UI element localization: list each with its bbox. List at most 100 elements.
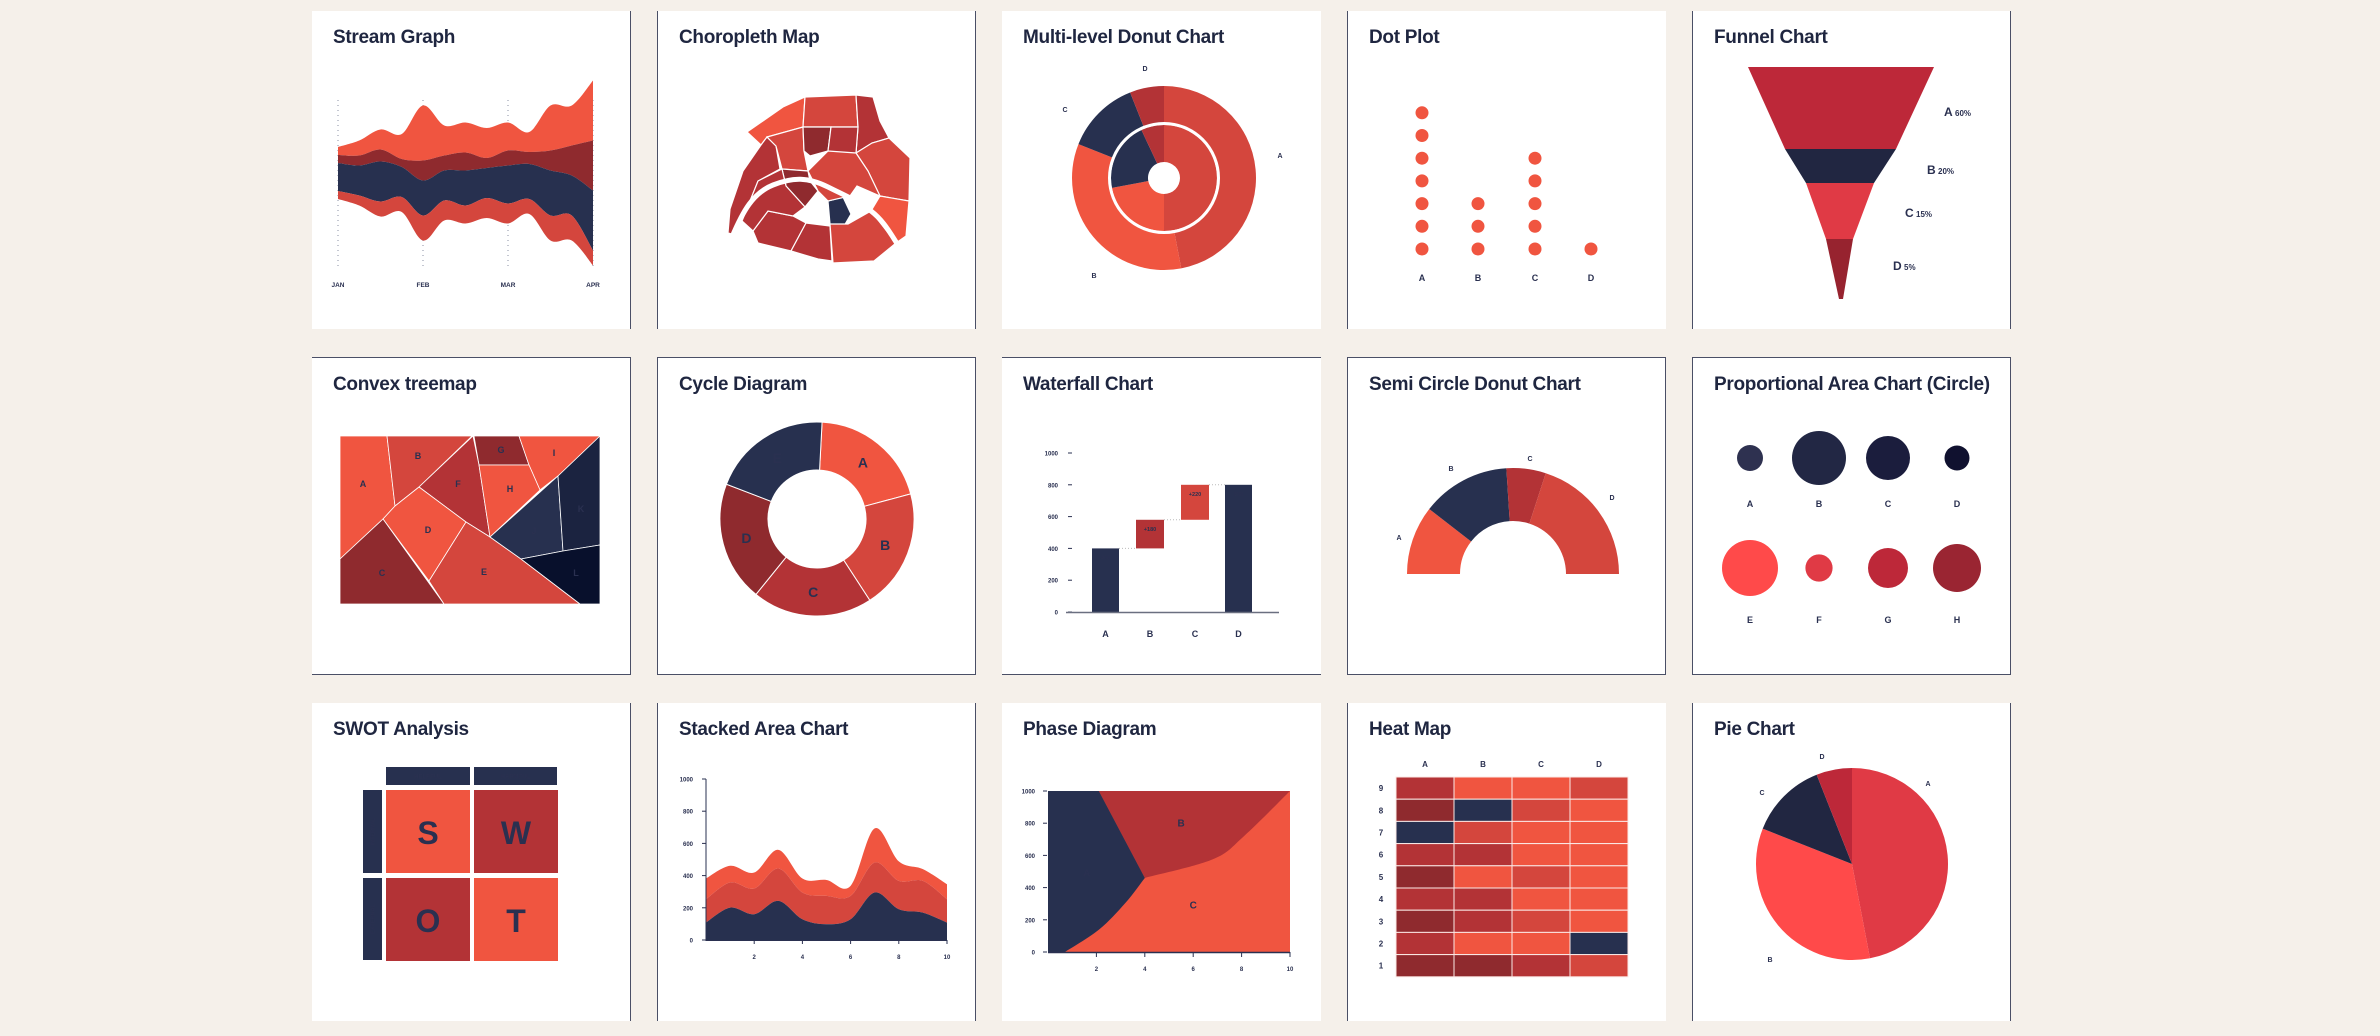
heat-cell: [1395, 909, 1455, 933]
stream-layer: [338, 191, 593, 266]
bar-value-label: +220: [1189, 492, 1201, 498]
phase-region-a: [1048, 791, 1145, 952]
heat-cell: [1511, 843, 1571, 867]
card-phase-diagram[interactable]: Phase Diagram A B C 0 200 400 600 800 1000 2 4 6 8 10: [1002, 703, 1321, 1021]
semi-circle-donut-chart: A B C D: [1396, 456, 1619, 574]
dot: [1528, 219, 1542, 233]
y-tick-label: 200: [683, 906, 694, 912]
card-title: Waterfall Chart: [1023, 374, 1153, 395]
column-label: B: [1480, 760, 1486, 769]
treemap-cell: [382, 486, 467, 582]
x-tick-label: 6: [849, 955, 853, 961]
row-label: 6: [1379, 851, 1384, 860]
slice-label: A: [1396, 535, 1401, 542]
y-tick-label: 0: [1032, 951, 1036, 957]
card-proportional-area-chart[interactable]: Proportional Area Chart (Circle) A B C D E F G H: [1692, 357, 2011, 675]
heat-cell: [1453, 931, 1513, 956]
column-header-label: HELPFUL: [414, 775, 442, 781]
x-tick-label: C: [1532, 273, 1539, 283]
y-tick-label: 800: [683, 810, 694, 816]
column-label: A: [1422, 760, 1428, 769]
x-tick-label: 10: [944, 955, 951, 961]
region-label: C: [1190, 901, 1197, 912]
heat-cell: [1511, 887, 1571, 911]
dot: [1415, 106, 1429, 120]
circle-label: G: [1884, 615, 1891, 625]
dot: [1584, 242, 1598, 256]
outer-slice: [1072, 144, 1182, 270]
dot: [1415, 197, 1429, 211]
x-tick-label: D: [1235, 629, 1242, 639]
waterfall-chart: 0 200 400 600 800 1000 400 A +180 B +220 C 800 D: [1045, 452, 1279, 639]
card-title: Stacked Area Chart: [679, 719, 849, 740]
column-header: [474, 767, 557, 785]
dot: [1415, 129, 1429, 142]
card-semi-circle-donut[interactable]: Semi Circle Donut Chart A B C D: [1347, 357, 1666, 675]
card-swot-analysis[interactable]: SWOT Analysis HELPFUL HARMFUL INTERNAL EXTER…: [312, 703, 631, 1021]
y-tick-label: 1000: [680, 778, 694, 784]
card-waterfall-chart[interactable]: Waterfall Chart 0 200 400 600 800 1000 400 A +180…: [1002, 357, 1321, 675]
card-title: Proportional Area Chart (Circle): [1714, 374, 1990, 395]
y-tick-label: 800: [1048, 483, 1059, 489]
waterfall-bar: [1092, 548, 1119, 612]
card-stream-graph[interactable]: Stream Graph JAN FEB MAR APR: [312, 11, 631, 329]
y-tick-label: 800: [1025, 822, 1036, 828]
swot-cell: [474, 790, 558, 873]
dot: [1471, 197, 1485, 211]
card-funnel-chart[interactable]: Funnel Chart A 60% B 20% C 15% D 5%: [1692, 11, 2011, 329]
ring-separator: [1108, 122, 1220, 234]
semi-donut-slice: [1506, 468, 1546, 524]
x-tick-label: APR: [586, 282, 600, 289]
proportional-circle: [1792, 431, 1846, 485]
map-region: [870, 195, 910, 244]
row-label: 9: [1379, 784, 1384, 793]
circle-label: D: [1954, 499, 1961, 509]
swot-letter: T: [506, 903, 526, 939]
y-tick-label: 400: [1025, 886, 1036, 892]
inner-slice: [1111, 130, 1158, 188]
heat-cell: [1395, 843, 1455, 867]
heat-cell: [1453, 909, 1513, 933]
cycle-diagram-chart: A B C D E: [719, 421, 915, 617]
waterfall-bar: [1225, 484, 1252, 612]
slice-label: B: [1091, 273, 1096, 280]
semi-donut-slice: [1429, 468, 1510, 542]
cell-label: H: [507, 484, 514, 494]
funnel-percent: 60%: [1955, 109, 1971, 118]
card-title: Funnel Chart: [1714, 27, 1828, 48]
x-tick-label: 8: [897, 955, 901, 961]
card-dot-plot[interactable]: Dot Plot A B C D: [1347, 11, 1666, 329]
funnel-percent: 5%: [1904, 263, 1916, 272]
card-multi-level-donut[interactable]: Multi-level Donut Chart A B C D: [1002, 11, 1321, 329]
proportional-circle: [1722, 540, 1778, 596]
pie-slice: [1816, 768, 1852, 864]
circle-label: B: [1816, 499, 1823, 509]
heat-cell: [1569, 820, 1629, 845]
card-convex-treemap[interactable]: Convex treemap A B G I F H D C E J K L: [312, 357, 631, 675]
card-stacked-area-chart[interactable]: Stacked Area Chart 0 200 400 600 800 1000 2 4 6 8 1…: [657, 703, 976, 1021]
dot-plot-chart: A B C D: [1415, 106, 1598, 283]
heat-map-chart: A B C D 9 8 7 6 5 4 3 2 1: [1379, 760, 1629, 978]
slice-label: D: [1142, 66, 1147, 73]
card-choropleth-map[interactable]: Choropleth Map: [657, 11, 976, 329]
card-heat-map[interactable]: Heat Map A B C D 9 8 7 6 5 4 3 2 1: [1347, 703, 1666, 1021]
slice-label: B: [1448, 466, 1453, 473]
multi-level-donut-chart: A B C D: [1062, 66, 1282, 280]
y-tick-label: 400: [1048, 547, 1059, 553]
swot-letter: S: [417, 815, 438, 851]
card-cycle-diagram[interactable]: Cycle Diagram A B C D E: [657, 357, 976, 675]
y-tick-label: 600: [683, 842, 694, 848]
swot-letter: O: [416, 903, 441, 939]
x-tick-label: FEB: [417, 282, 430, 289]
slice-label: C: [1759, 790, 1764, 797]
y-tick-label: 0: [1055, 611, 1059, 617]
dot: [1528, 242, 1542, 256]
card-title: Choropleth Map: [679, 27, 820, 48]
dot: [1528, 174, 1542, 188]
funnel-chart: A 60% B 20% C 15% D 5%: [1748, 67, 1971, 299]
map-region: [802, 94, 859, 128]
circle-label: F: [1816, 615, 1822, 625]
x-tick-label: B: [1475, 273, 1482, 283]
card-pie-chart[interactable]: Pie Chart A B C D: [1692, 703, 2011, 1021]
x-tick-label: D: [1588, 273, 1595, 283]
